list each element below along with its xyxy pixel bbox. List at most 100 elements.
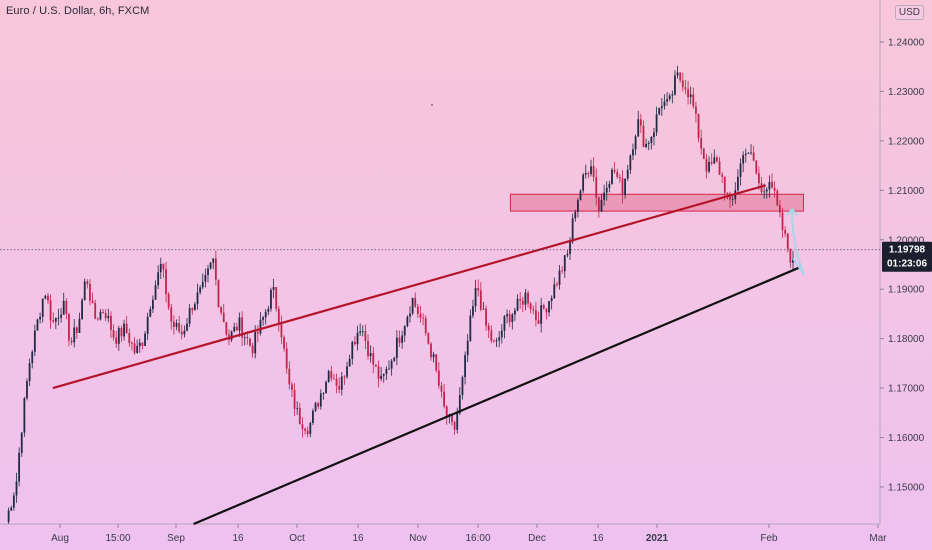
candle-body: [697, 113, 700, 139]
candle-body: [668, 95, 671, 100]
candle-body: [553, 284, 556, 299]
candle-body: [12, 495, 15, 508]
candle-body: [621, 178, 624, 196]
candle-body: [7, 510, 10, 522]
candle-body: [479, 290, 482, 310]
currency-badge[interactable]: USD: [894, 5, 924, 20]
candle-body: [763, 191, 766, 193]
candle-body: [275, 287, 278, 309]
candle-body: [542, 305, 545, 309]
price-tag: [882, 241, 932, 272]
candle-body: [186, 323, 188, 331]
candle-body: [249, 338, 251, 346]
candle-body: [348, 358, 351, 367]
candle-body: [666, 99, 668, 102]
candle-body: [519, 298, 522, 301]
candle-body: [540, 305, 543, 324]
candle-body: [778, 205, 781, 213]
candle-body: [191, 308, 194, 311]
candle-body: [464, 355, 466, 378]
candle-body: [157, 272, 160, 286]
candle-body: [89, 283, 91, 301]
candle-body: [469, 315, 472, 341]
candle-body: [411, 297, 414, 314]
candle-body: [309, 422, 312, 435]
candle-body: [545, 308, 548, 313]
candle-body: [569, 241, 571, 254]
candle-body: [571, 218, 574, 242]
y-tick-label: 1.20000: [888, 235, 925, 246]
candle-body: [138, 342, 141, 347]
candle-body: [374, 364, 377, 367]
candle-body: [632, 149, 634, 156]
red-trendline: [52, 184, 766, 390]
candle-body: [99, 311, 102, 320]
candle-body: [757, 173, 760, 184]
candle-body: [233, 326, 236, 332]
candle-body: [259, 319, 262, 334]
candle-body: [298, 407, 301, 425]
candle-body: [482, 308, 485, 310]
candle-body: [765, 189, 768, 192]
candle-body: [403, 326, 406, 336]
candle-body: [608, 183, 611, 188]
candle-body: [506, 313, 508, 317]
candle-body: [306, 430, 309, 435]
candle-body: [524, 292, 527, 305]
candle-body: [104, 312, 107, 319]
candle-body: [587, 173, 590, 175]
candle-body: [422, 317, 425, 319]
candle-body: [692, 94, 695, 107]
candle-body: [141, 342, 144, 346]
candle-body: [424, 318, 427, 334]
price-tag-value: 1.19798: [889, 245, 926, 256]
candle-body: [660, 106, 663, 109]
candle-body: [152, 299, 154, 310]
candle-body: [325, 381, 327, 394]
candle-body: [312, 410, 314, 423]
candle-body: [393, 357, 396, 361]
x-tick-label: 16: [592, 533, 604, 544]
y-tick-label: 1.19000: [888, 285, 925, 296]
candle-body: [28, 363, 31, 382]
candle-body: [196, 292, 199, 305]
candle-body: [293, 389, 296, 409]
candle-body: [611, 169, 613, 184]
candle-body: [723, 176, 726, 193]
candle-body: [618, 176, 621, 179]
candle-body: [356, 332, 359, 345]
candle-body: [527, 292, 529, 304]
y-tick-label: 1.16000: [888, 433, 925, 444]
candle-body: [474, 288, 477, 307]
candle-body: [136, 346, 139, 353]
candle-body: [238, 317, 241, 331]
candle-body: [78, 318, 81, 333]
candle-body: [15, 481, 18, 496]
candle-body: [62, 300, 65, 315]
candle-body: [414, 297, 417, 307]
candle-body: [220, 307, 223, 313]
candle-body: [91, 300, 94, 303]
candle-body: [107, 315, 110, 319]
candle-body: [222, 312, 225, 323]
candle-body: [390, 360, 393, 369]
x-tick-label: Oct: [289, 533, 305, 544]
candle-body: [117, 327, 120, 344]
candle-body: [230, 331, 233, 340]
candle-body: [721, 174, 724, 177]
candle-body: [335, 378, 338, 386]
candle-body: [718, 161, 721, 175]
candle-body: [131, 342, 133, 344]
candle-body: [201, 281, 204, 288]
candle-body: [708, 162, 710, 172]
candle-body: [254, 331, 257, 354]
candle-body: [369, 353, 372, 357]
candle-body: [291, 384, 293, 390]
candle-body: [39, 316, 42, 320]
candle-body: [246, 336, 249, 339]
candle-body: [681, 80, 684, 88]
candle-body: [70, 340, 73, 343]
candle-body: [380, 375, 383, 379]
x-tick-label: Nov: [409, 533, 427, 544]
